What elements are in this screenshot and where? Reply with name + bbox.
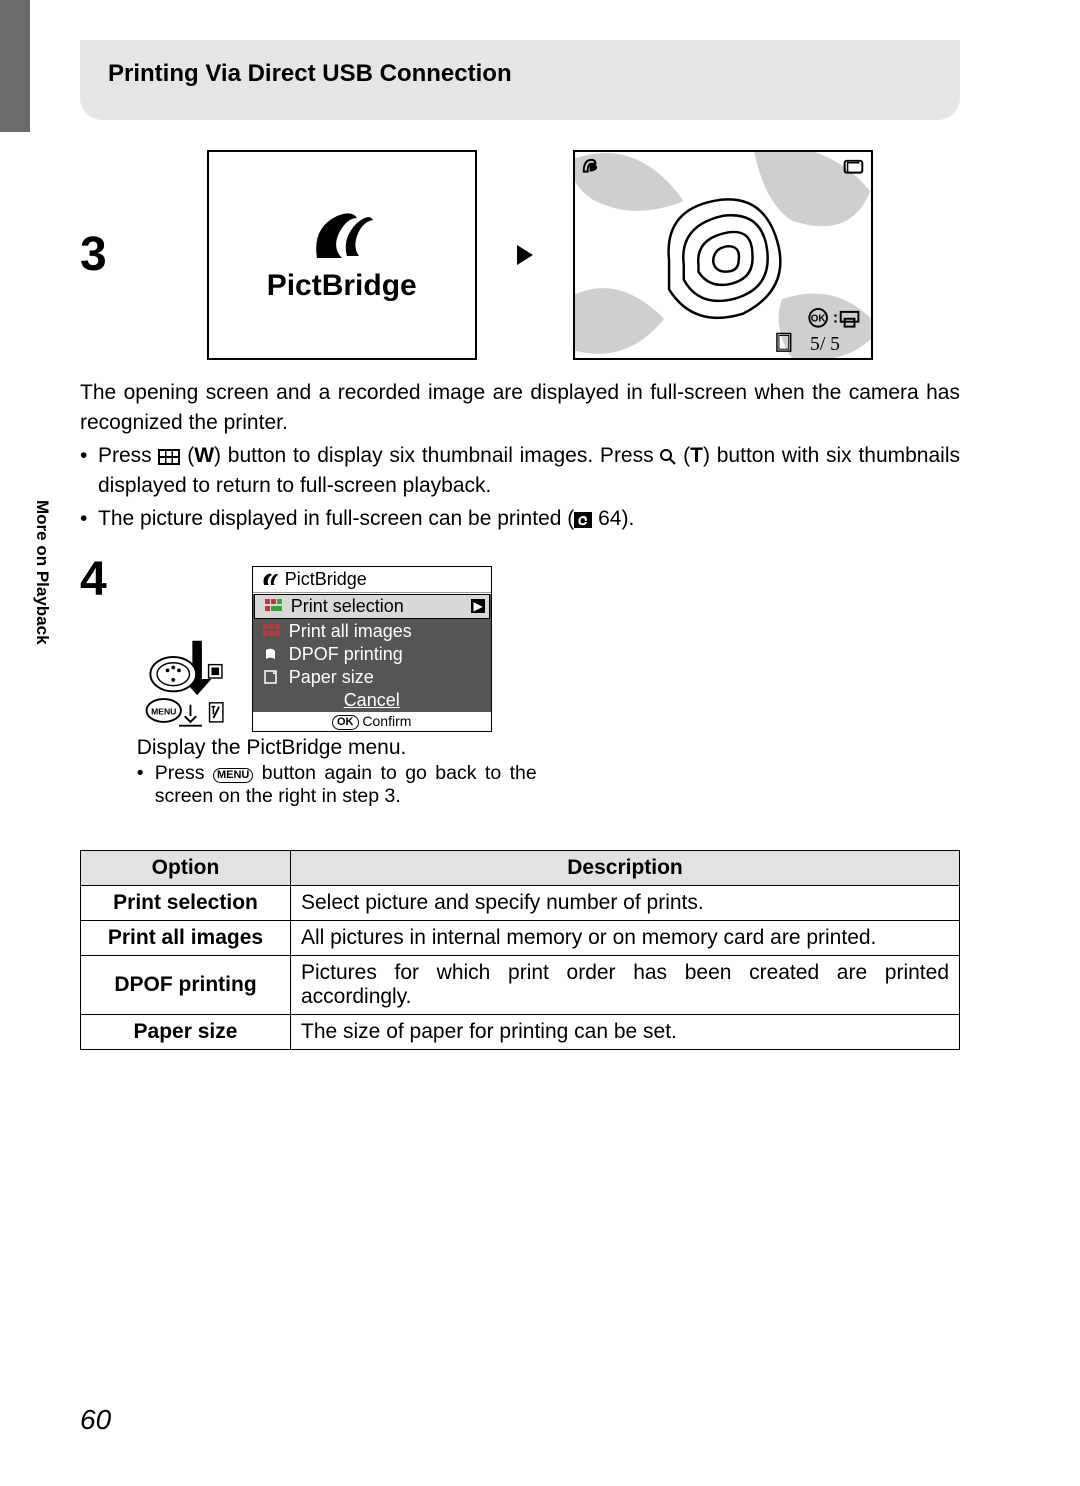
print-selection-icon xyxy=(265,599,283,613)
image-preview-screen: OK : 5/ 5 xyxy=(573,150,873,360)
pictbridge-screen: PictBridge xyxy=(207,150,477,360)
table-header-description: Description xyxy=(291,850,960,885)
step3-bullet-2: The picture displayed in full-screen can… xyxy=(98,504,960,534)
step-number-4: 4 xyxy=(80,556,107,604)
t-label: T xyxy=(690,444,703,467)
menu-title-row: PictBridge xyxy=(253,567,491,593)
options-table: Option Description Print selection Selec… xyxy=(80,850,960,1050)
menu-item-label: DPOF printing xyxy=(289,644,403,665)
menu-item-print-selection[interactable]: Print selection xyxy=(254,594,490,619)
step-number-3: 3 xyxy=(80,231,107,279)
step4-caption-block: Display the PictBridge menu. Press MENU … xyxy=(137,736,537,808)
description-cell: Pictures for which print order has been … xyxy=(291,955,960,1014)
menu-item-paper-size[interactable]: Paper size xyxy=(253,666,491,689)
description-cell: The size of paper for printing can be se… xyxy=(291,1014,960,1049)
pictbridge-label: PictBridge xyxy=(267,269,417,303)
option-cell: Print all images xyxy=(81,920,291,955)
step4-block: 4 MENU xyxy=(80,556,960,807)
reference-icon xyxy=(574,512,592,528)
svg-text::: : xyxy=(833,310,838,327)
step4-sub-bullet: Press MENU button again to go back to th… xyxy=(155,762,537,808)
option-cell: Paper size xyxy=(81,1014,291,1049)
table-header-row: Option Description xyxy=(81,850,960,885)
svg-text:OK: OK xyxy=(811,314,826,325)
description-cell: All pictures in internal memory or on me… xyxy=(291,920,960,955)
step3-bullets: Press (W) button to display six thumbnai… xyxy=(80,441,960,534)
confirm-label: Confirm xyxy=(362,713,411,729)
margin-block xyxy=(0,0,30,132)
text: 64). xyxy=(592,507,634,530)
print-all-icon xyxy=(263,624,281,638)
text: Press xyxy=(155,762,213,784)
menu-item-print-all[interactable]: Print all images xyxy=(253,620,491,643)
table-row: Print selection Select picture and speci… xyxy=(81,885,960,920)
pictbridge-logo-icon xyxy=(307,208,377,263)
svg-text:MENU: MENU xyxy=(151,706,176,716)
menu-item-label: Paper size xyxy=(289,667,374,688)
description-cell: Select picture and specify number of pri… xyxy=(291,885,960,920)
menu-button-icon: MENU xyxy=(213,768,253,783)
step4-caption-text: Display the PictBridge menu. xyxy=(137,736,537,760)
step3-bullet-1: Press (W) button to display six thumbnai… xyxy=(98,441,960,502)
magnify-icon xyxy=(660,449,676,465)
camera-back-icon: MENU xyxy=(137,636,242,731)
section-label: More on Playback xyxy=(32,500,52,645)
page-header: Printing Via Direct USB Connection xyxy=(80,40,960,120)
dpof-icon xyxy=(263,647,281,661)
step3-intro: The opening screen and a recorded image … xyxy=(80,378,960,439)
table-row: Paper size The size of paper for printin… xyxy=(81,1014,960,1049)
pictbridge-menu: PictBridge Print selection xyxy=(252,566,492,732)
w-label: W xyxy=(194,444,214,467)
text: ) button to display six thumbnail images… xyxy=(214,444,660,467)
page-title: Printing Via Direct USB Connection xyxy=(108,60,932,88)
option-cell: DPOF printing xyxy=(81,955,291,1014)
page-number: 60 xyxy=(80,1404,111,1436)
ok-icon: OK xyxy=(332,715,359,730)
table-header-option: Option xyxy=(81,850,291,885)
menu-title-text: PictBridge xyxy=(285,569,367,590)
menu-item-label: Print all images xyxy=(289,621,412,642)
pictbridge-small-icon xyxy=(261,572,279,586)
table-row: Print all images All pictures in interna… xyxy=(81,920,960,955)
text: The picture displayed in full-screen can… xyxy=(98,507,574,530)
menu-cancel[interactable]: Cancel xyxy=(253,689,491,712)
preview-counter: 5/ 5 xyxy=(810,334,840,355)
page-content: 3 PictBridge xyxy=(80,150,960,1050)
option-cell: Print selection xyxy=(81,885,291,920)
thumbnail-icon xyxy=(158,449,180,465)
menu-item-dpof[interactable]: DPOF printing xyxy=(253,643,491,666)
menu-confirm-row: OK Confirm xyxy=(253,712,491,731)
menu-item-label: Print selection xyxy=(291,596,404,617)
step3-figures: 3 PictBridge xyxy=(80,150,960,360)
menu-body: Print selection Print all images xyxy=(253,594,491,712)
table-row: DPOF printing Pictures for which print o… xyxy=(81,955,960,1014)
text: Press xyxy=(98,444,158,467)
paper-size-icon xyxy=(263,670,281,684)
arrow-right-icon xyxy=(517,245,533,265)
